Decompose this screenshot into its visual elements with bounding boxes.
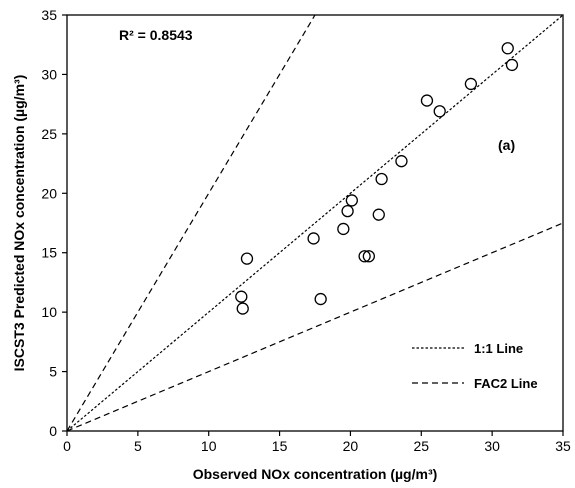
y-tick-label: 15 — [41, 245, 57, 261]
legend: 1:1 Line FAC2 Line — [412, 341, 538, 391]
data-point — [345, 194, 358, 207]
y-tick-label: 5 — [49, 364, 57, 380]
data-point — [375, 172, 388, 186]
y-tick-label: 10 — [41, 304, 57, 320]
y-axis-label: ISCST3 Predicted NOx concentration (µg/m… — [11, 75, 27, 372]
x-tick-label: 20 — [343, 438, 359, 454]
data-point — [433, 105, 446, 118]
plot-area-frame — [66, 14, 564, 432]
x-tick-label: 10 — [201, 438, 217, 454]
legend-label-fac2-line: FAC2 Line — [474, 376, 538, 391]
x-tick-label: 0 — [63, 438, 71, 454]
data-point — [505, 58, 519, 72]
data-point — [395, 155, 408, 168]
y-tick-label: 20 — [41, 185, 57, 201]
data-point — [372, 208, 385, 221]
panel-label: (a) — [498, 137, 515, 153]
x-tick-label: 30 — [484, 438, 500, 454]
data-point — [341, 204, 354, 218]
r-squared-annotation: R² = 0.8543 — [119, 27, 193, 43]
data-point — [501, 42, 514, 55]
one-to-one-line — [67, 15, 563, 431]
data-point — [362, 250, 376, 263]
data-point — [464, 77, 478, 91]
data-point — [307, 232, 320, 245]
data-point — [420, 94, 434, 107]
fac2-lower-line — [67, 222, 563, 431]
data-point — [314, 292, 327, 306]
x-tick-label: 35 — [555, 438, 571, 454]
data-point — [240, 252, 254, 265]
y-tick-label: 30 — [41, 66, 57, 82]
fac2-upper-line — [67, 15, 316, 431]
data-point — [358, 250, 371, 263]
data-point — [337, 222, 350, 236]
data-point — [235, 290, 248, 303]
x-tick-label: 15 — [272, 438, 288, 454]
y-tick-label: 25 — [41, 126, 57, 142]
legend-label-1-1-line: 1:1 Line — [474, 341, 523, 356]
x-tick-label: 25 — [413, 438, 429, 454]
y-tick-label: 0 — [49, 423, 57, 439]
x-tick-label: 5 — [134, 438, 142, 454]
y-tick-label: 35 — [41, 7, 57, 23]
x-axis-label: Observed NOx concentration (µg/m³) — [193, 466, 438, 482]
data-point — [236, 302, 249, 315]
